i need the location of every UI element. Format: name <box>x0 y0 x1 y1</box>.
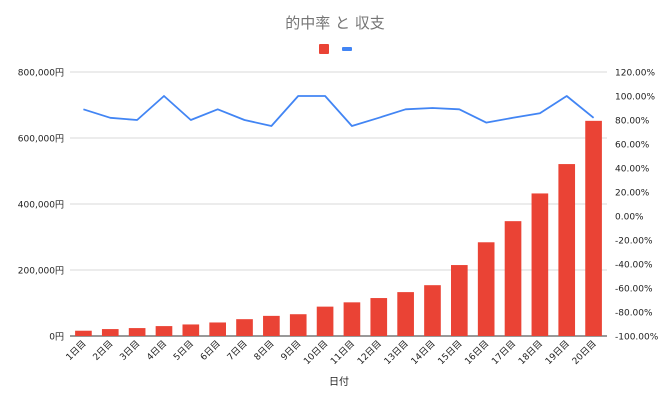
bar-series <box>75 120 602 336</box>
bar <box>289 314 307 336</box>
bar <box>504 221 522 336</box>
y-right-tick-label: 20.00% <box>615 189 650 199</box>
x-tick-label: 19日目 <box>543 338 572 367</box>
x-tick-label: 8日目 <box>252 338 277 363</box>
y-left-tick-label: 800,000円 <box>18 68 64 79</box>
bar <box>397 292 414 336</box>
bar <box>370 298 388 336</box>
y-right-tick-label: 120.00% <box>615 69 655 79</box>
x-tick-label: 17日目 <box>490 338 519 367</box>
x-tick-label: 16日目 <box>463 338 492 367</box>
x-tick-label: 2日目 <box>91 338 116 363</box>
y-right-tick-label: -40.00% <box>615 261 653 271</box>
legend-swatch-bars <box>319 44 329 54</box>
bar <box>316 306 334 336</box>
bar <box>236 319 253 336</box>
bar <box>343 302 361 336</box>
y-right-tick-label: 80.00% <box>615 117 650 127</box>
bar <box>558 164 576 336</box>
bar <box>155 326 173 336</box>
x-tick-label: 3日目 <box>118 338 143 363</box>
x-axis: 1日目 2日目 3日目 4日目 5日目 6日目 7日目 8日目 9日目10日目11日目12日目1… <box>64 338 599 367</box>
bar <box>424 285 441 336</box>
y-right-tick-label: 40.00% <box>615 165 650 175</box>
bar <box>182 324 200 336</box>
bar <box>585 120 602 336</box>
y-left-tick-label: 200,000円 <box>18 266 64 277</box>
x-tick-label: 10日目 <box>302 338 331 367</box>
line-series <box>83 95 595 127</box>
y-right-tick-label: 0.00% <box>615 213 644 223</box>
bar <box>451 265 468 336</box>
x-tick-label: 12日目 <box>355 338 384 367</box>
line-path <box>83 95 595 127</box>
y-left-tick-label: 0円 <box>49 332 64 343</box>
x-tick-label: 18日目 <box>516 338 545 367</box>
x-tick-label: 7日目 <box>225 338 250 363</box>
y-right-tick-label: -100.00% <box>615 333 659 343</box>
bar <box>209 322 226 336</box>
y-left-tick-label: 400,000円 <box>18 200 64 211</box>
x-tick-label: 11日目 <box>328 338 357 367</box>
bar <box>75 330 92 336</box>
x-tick-label: 9日目 <box>279 338 304 363</box>
bar <box>263 315 280 336</box>
bar <box>101 329 119 336</box>
x-tick-label: 5日目 <box>171 338 196 363</box>
bar <box>477 242 495 336</box>
legend-swatch-line <box>342 47 352 51</box>
y-right-tick-label: -20.00% <box>615 237 653 247</box>
bar <box>128 328 146 336</box>
x-tick-label: 1日目 <box>64 338 89 363</box>
y-right-tick-label: 100.00% <box>615 93 655 103</box>
y-axis-right: -100.00% -80.00% -60.00% -40.00% -20.00% 0.00… <box>615 69 659 343</box>
y-right-tick-label: -80.00% <box>615 309 653 319</box>
x-axis-label: 日付 <box>329 375 349 388</box>
x-tick-label: 6日目 <box>198 338 223 363</box>
x-tick-label: 13日目 <box>382 338 411 367</box>
x-tick-label: 14日目 <box>409 338 438 367</box>
legend <box>319 44 352 54</box>
bar <box>531 193 549 336</box>
y-axis-left: 0円 200,000円 400,000円 600,000円 800,000円 <box>18 68 64 343</box>
y-right-tick-label: 60.00% <box>615 141 650 151</box>
chart-title: 的中率 と 収支 <box>285 14 385 32</box>
y-right-tick-label: -60.00% <box>615 285 653 295</box>
x-tick-label: 4日目 <box>145 338 170 363</box>
x-tick-label: 15日目 <box>436 338 465 367</box>
y-left-tick-label: 600,000円 <box>18 134 64 145</box>
x-tick-label: 20日目 <box>570 338 599 367</box>
